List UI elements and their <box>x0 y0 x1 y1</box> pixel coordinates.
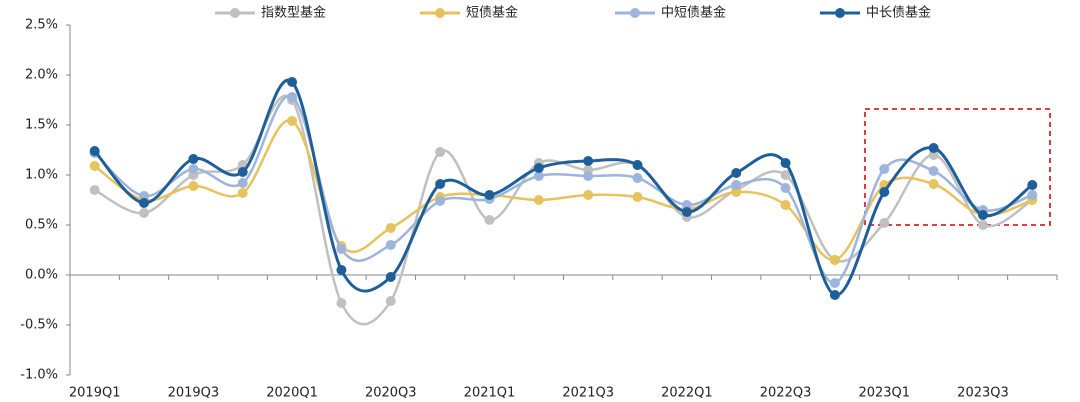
point <box>89 161 100 171</box>
point <box>385 296 396 306</box>
series-line <box>94 94 1033 326</box>
point <box>829 290 840 300</box>
point <box>139 208 150 218</box>
point <box>583 156 594 166</box>
point <box>385 272 396 282</box>
legend-marker <box>630 8 640 18</box>
point <box>829 255 840 265</box>
point <box>583 171 594 181</box>
point <box>336 298 347 308</box>
x-tick-label: 2019Q3 <box>168 386 220 401</box>
point <box>928 150 939 160</box>
point <box>287 92 298 102</box>
point <box>287 116 298 126</box>
series-line <box>93 78 1034 297</box>
point <box>435 196 446 206</box>
point <box>731 187 742 197</box>
point <box>484 190 495 200</box>
point <box>237 178 248 188</box>
point <box>731 180 742 190</box>
point <box>632 173 643 183</box>
point <box>385 223 396 233</box>
legend-label: 指数型基金 <box>261 5 326 21</box>
point <box>780 170 791 180</box>
point <box>188 164 199 174</box>
point <box>780 183 791 193</box>
point <box>928 179 939 189</box>
point <box>681 200 692 210</box>
point <box>435 179 446 189</box>
point <box>879 164 890 174</box>
x-tick-label: 2021Q3 <box>562 386 614 401</box>
x-tick-label: 2022Q3 <box>760 386 812 401</box>
point <box>681 207 692 217</box>
point <box>188 154 199 164</box>
x-tick-label: 2020Q1 <box>266 386 318 401</box>
series-line <box>93 119 1033 262</box>
y-tick-label: 2.0% <box>25 68 58 83</box>
point <box>879 218 890 228</box>
point <box>780 158 791 168</box>
point <box>632 192 643 202</box>
point <box>583 190 594 200</box>
legend-marker <box>435 8 445 18</box>
point <box>336 265 347 275</box>
point <box>928 166 939 176</box>
point <box>139 198 150 208</box>
legend-label: 短债基金 <box>466 5 518 21</box>
point <box>188 181 199 191</box>
point <box>829 278 840 288</box>
point <box>533 163 544 173</box>
x-tick-label: 2022Q1 <box>661 386 713 401</box>
y-tick-label: -1.0% <box>20 368 58 383</box>
legend-marker <box>230 8 240 18</box>
y-tick-label: 0.0% <box>25 268 58 283</box>
point <box>139 191 150 201</box>
point <box>484 215 495 225</box>
point <box>237 188 248 198</box>
y-tick-label: 2.5% <box>25 18 58 33</box>
point <box>879 187 890 197</box>
point <box>928 143 939 153</box>
point <box>1027 190 1038 200</box>
x-tick-label: 2021Q1 <box>464 386 516 401</box>
legend-marker <box>835 8 845 18</box>
point <box>533 195 544 205</box>
highlight-box <box>864 108 1051 226</box>
y-tick-label: -0.5% <box>20 318 58 333</box>
point <box>336 244 347 254</box>
point <box>1027 180 1038 190</box>
point <box>533 171 544 181</box>
point <box>977 210 988 220</box>
x-tick-label: 2023Q3 <box>957 386 1009 401</box>
point <box>237 167 248 177</box>
y-tick-label: 0.5% <box>25 218 58 233</box>
point <box>977 220 988 230</box>
point <box>287 77 298 87</box>
x-tick-label: 2019Q1 <box>69 386 121 401</box>
legend-label: 中长债基金 <box>866 5 931 21</box>
x-tick-label: 2023Q1 <box>858 386 910 401</box>
point <box>632 160 643 170</box>
y-tick-label: 1.5% <box>25 118 58 133</box>
point <box>385 240 396 250</box>
point <box>89 146 100 156</box>
point <box>89 185 100 195</box>
point <box>435 147 446 157</box>
point <box>780 200 791 210</box>
y-tick-label: 1.0% <box>25 168 58 183</box>
legend-label: 中短债基金 <box>661 5 726 21</box>
point <box>731 168 742 178</box>
series-line <box>93 94 1033 285</box>
x-tick-label: 2020Q3 <box>365 386 417 401</box>
